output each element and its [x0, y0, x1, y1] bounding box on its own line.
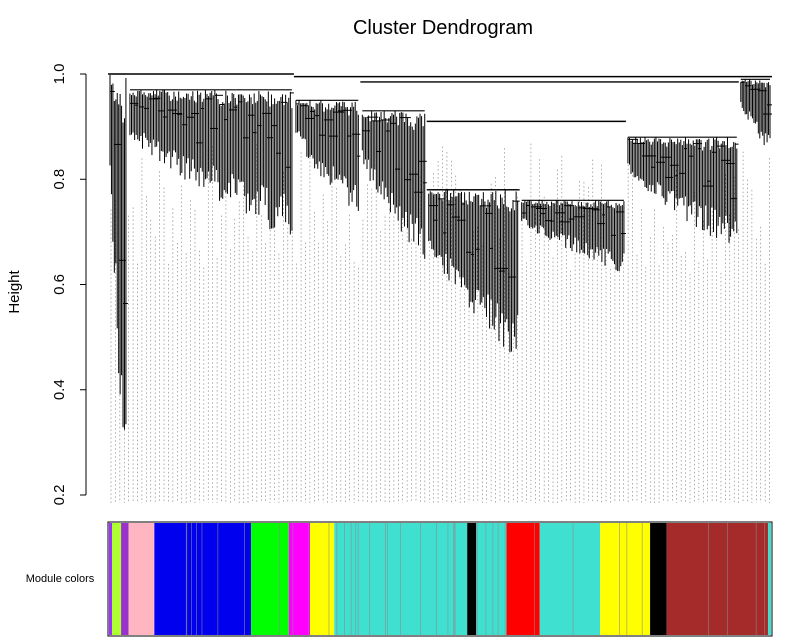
module-color-segment — [128, 523, 155, 635]
module-color-segment — [767, 523, 771, 635]
y-tick-label: 0.6 — [51, 274, 68, 295]
module-color-segment — [539, 523, 601, 635]
cluster-c6 — [521, 199, 626, 272]
module-color-segment — [666, 523, 768, 635]
module-color-segment — [251, 523, 289, 635]
y-tick-label: 1.0 — [51, 64, 68, 85]
module-color-segment — [288, 523, 311, 635]
module-colors-label: Module colors — [26, 573, 95, 585]
cluster-c2 — [129, 89, 294, 235]
module-color-segment — [310, 523, 335, 635]
cluster-c8 — [740, 78, 772, 146]
y-tick-label: 0.8 — [51, 169, 68, 190]
y-axis-label: Height — [6, 269, 23, 313]
dendrogram-tree — [108, 73, 772, 503]
module-color-segment — [154, 523, 252, 635]
module-colors-bar — [107, 521, 773, 637]
module-color-segment — [112, 523, 122, 635]
y-axis: 0.2 0.4 0.6 0.8 1.0 Height — [6, 64, 87, 506]
cluster-c4 — [361, 110, 427, 259]
chart-title: Cluster Dendrogram — [353, 17, 533, 39]
module-color-segment — [650, 523, 667, 635]
cluster-c3 — [295, 99, 361, 211]
y-tick-label: 0.2 — [51, 485, 68, 506]
module-color-segment — [476, 523, 507, 635]
cluster-c7 — [627, 136, 739, 243]
module-color-segment — [600, 523, 651, 635]
y-ticks: 0.2 0.4 0.6 0.8 1.0 — [51, 64, 86, 506]
module-color-segment — [121, 523, 129, 635]
cluster-c5 — [428, 189, 520, 353]
module-color-segment — [109, 523, 113, 635]
cluster-c1 — [109, 73, 128, 430]
module-color-segment — [467, 523, 477, 635]
module-colors-frame — [107, 521, 773, 637]
y-tick-label: 0.4 — [51, 379, 68, 400]
